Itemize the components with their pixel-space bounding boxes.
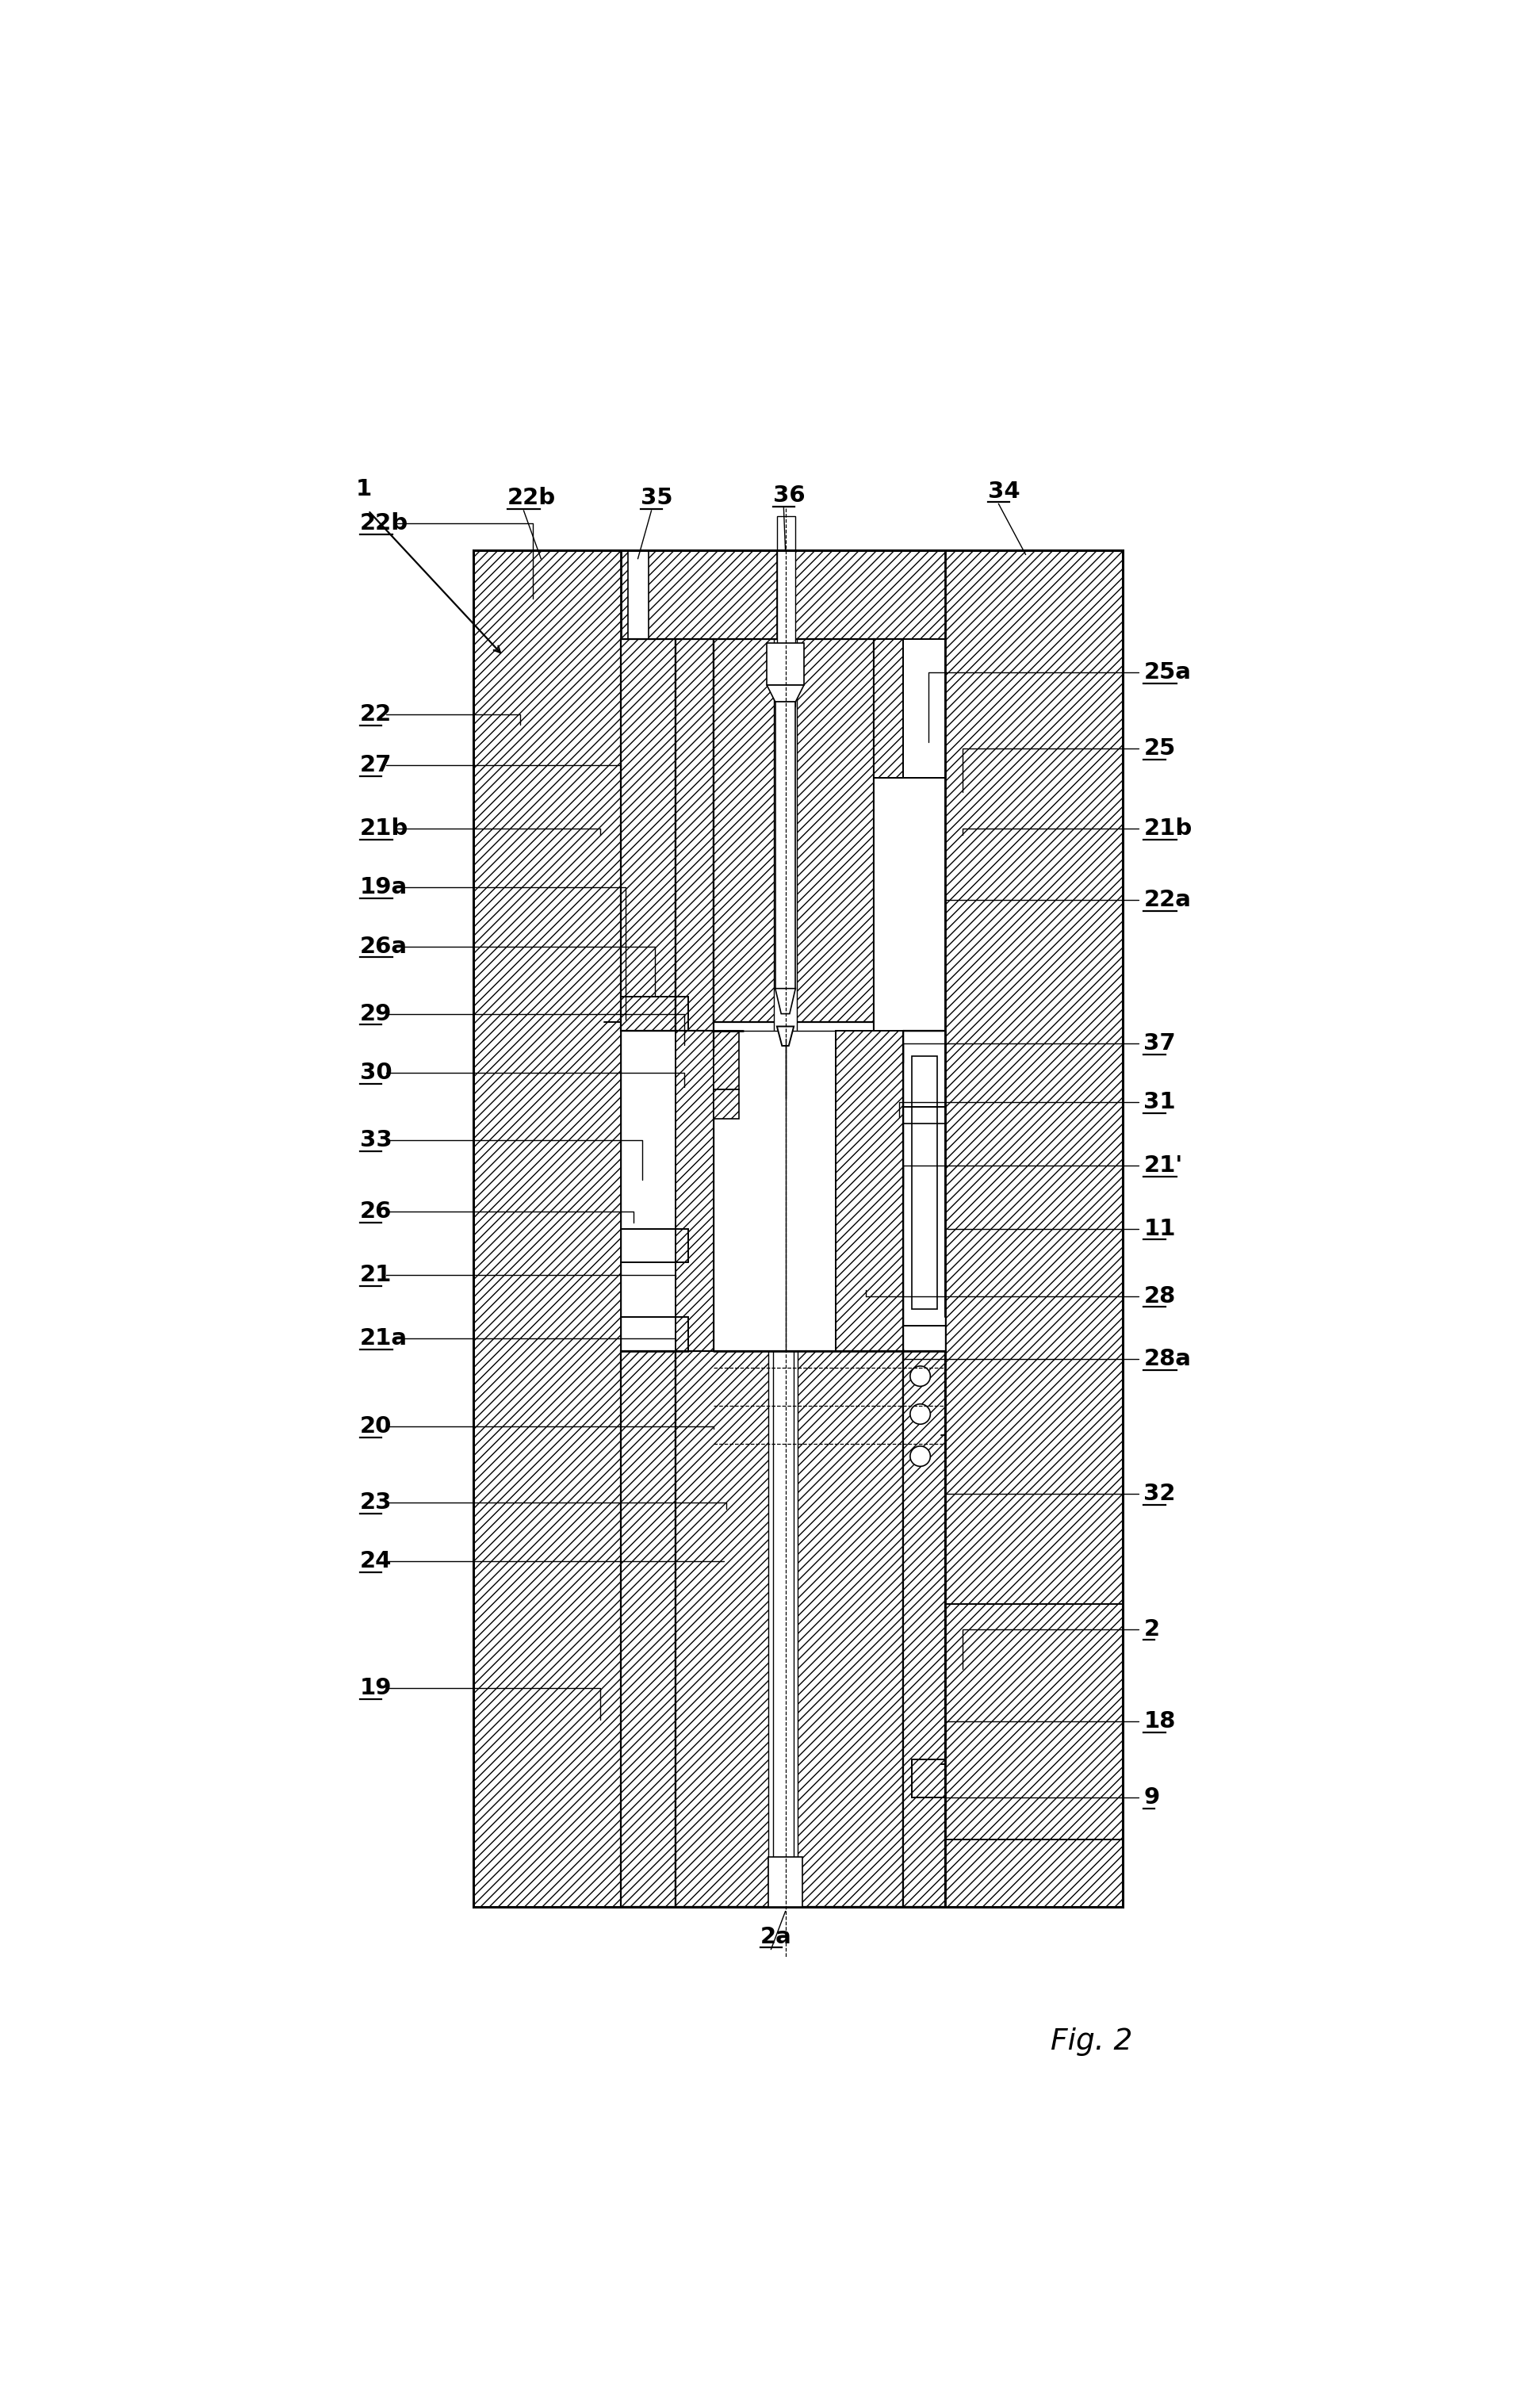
- Text: 21b: 21b: [359, 816, 408, 840]
- Text: 19a: 19a: [359, 877, 408, 898]
- Text: 18: 18: [1143, 1710, 1175, 1734]
- Text: 22a: 22a: [1143, 889, 1192, 910]
- Text: 25: 25: [1143, 737, 1175, 759]
- Text: 21a: 21a: [359, 1327, 408, 1348]
- Text: Fig. 2: Fig. 2: [1051, 2028, 1132, 2056]
- Text: 22: 22: [359, 703, 391, 725]
- Bar: [622, 1351, 676, 1907]
- Bar: [911, 1057, 937, 1310]
- Circle shape: [910, 1365, 931, 1387]
- Bar: [873, 778, 946, 1031]
- Text: 20: 20: [359, 1416, 391, 1438]
- Text: 27: 27: [359, 754, 391, 775]
- Text: 29: 29: [359, 1002, 391, 1026]
- Bar: [904, 638, 946, 778]
- Text: 31: 31: [1143, 1091, 1176, 1112]
- Text: 22b: 22b: [359, 513, 408, 535]
- Bar: [904, 1351, 946, 1907]
- Bar: [904, 1031, 946, 1351]
- Text: 1: 1: [356, 479, 371, 501]
- Bar: [473, 551, 1122, 638]
- Polygon shape: [767, 643, 803, 686]
- Text: 32: 32: [1143, 1483, 1176, 1505]
- Text: 30: 30: [359, 1062, 393, 1084]
- Polygon shape: [776, 1026, 794, 1045]
- Text: 36: 36: [773, 484, 805, 506]
- Text: 21b: 21b: [1143, 816, 1192, 840]
- Bar: [676, 1351, 904, 1907]
- Text: 22b: 22b: [508, 486, 556, 508]
- Text: 28a: 28a: [1143, 1348, 1192, 1370]
- Circle shape: [910, 1404, 931, 1423]
- Bar: [769, 1351, 797, 1907]
- Bar: [773, 1351, 794, 1866]
- Text: 33: 33: [359, 1129, 393, 1151]
- Bar: [628, 551, 649, 638]
- Text: 2a: 2a: [760, 1926, 791, 1948]
- Bar: [773, 638, 797, 1047]
- Polygon shape: [775, 990, 796, 1014]
- Bar: [473, 551, 1122, 1907]
- Text: 21: 21: [359, 1264, 391, 1286]
- Bar: [473, 551, 622, 1907]
- Text: 34: 34: [987, 479, 1020, 503]
- Text: 9: 9: [1143, 1787, 1160, 1808]
- Text: 35: 35: [640, 486, 673, 508]
- Text: 2: 2: [1143, 1618, 1160, 1640]
- Bar: [873, 638, 904, 778]
- Bar: [676, 638, 714, 1031]
- Bar: [714, 1091, 738, 1120]
- Bar: [622, 1031, 676, 1351]
- Bar: [714, 638, 873, 1023]
- Text: 37: 37: [1143, 1033, 1176, 1055]
- Bar: [776, 518, 796, 706]
- Circle shape: [910, 1447, 931, 1466]
- Text: 21': 21': [1143, 1153, 1182, 1178]
- Bar: [714, 1031, 738, 1091]
- Bar: [776, 551, 796, 665]
- Polygon shape: [775, 703, 796, 990]
- Bar: [769, 1857, 802, 1907]
- Text: 26a: 26a: [359, 934, 408, 958]
- Text: 25a: 25a: [1143, 662, 1192, 684]
- Text: 28: 28: [1143, 1286, 1175, 1308]
- Text: 11: 11: [1143, 1218, 1176, 1240]
- Text: 19: 19: [359, 1676, 391, 1700]
- Text: 24: 24: [359, 1551, 391, 1572]
- Bar: [676, 1031, 714, 1351]
- Text: 23: 23: [359, 1491, 391, 1515]
- Bar: [946, 551, 1122, 1907]
- Bar: [873, 638, 904, 1031]
- Bar: [714, 1031, 835, 1351]
- Polygon shape: [767, 686, 803, 703]
- Bar: [622, 638, 676, 1031]
- Bar: [835, 1031, 904, 1351]
- Text: 26: 26: [359, 1202, 391, 1223]
